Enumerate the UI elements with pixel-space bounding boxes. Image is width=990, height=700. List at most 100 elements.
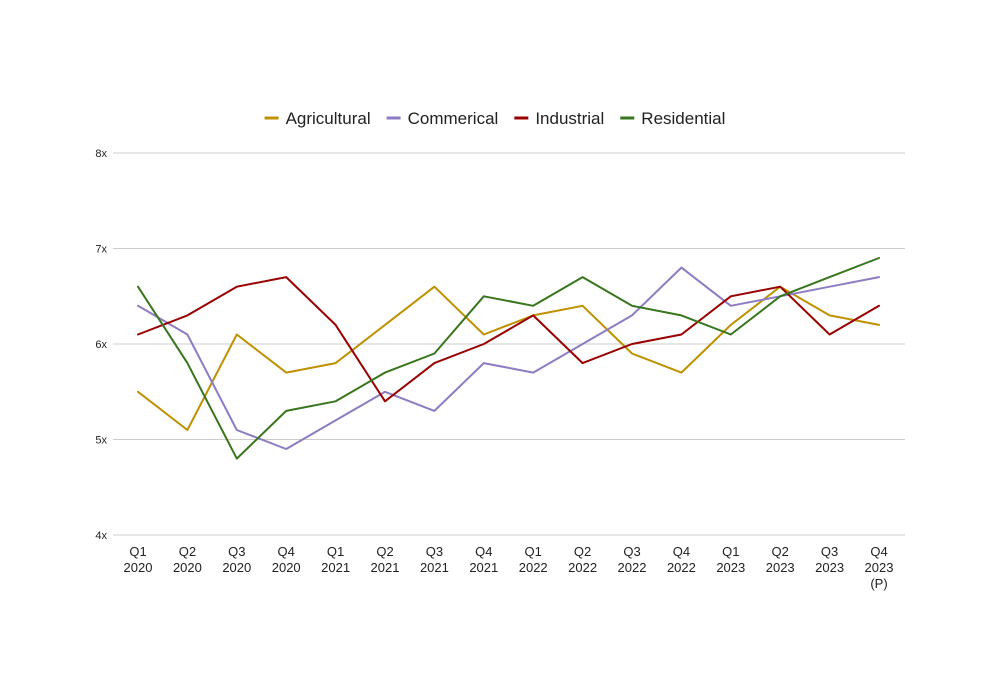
data-point-residential <box>383 371 387 375</box>
data-point-industrial <box>334 323 338 327</box>
data-point-industrial <box>729 294 733 298</box>
data-point-commerical <box>531 371 535 375</box>
data-point-residential <box>235 457 239 461</box>
data-point-agricultural <box>235 332 239 336</box>
x-tick-line: 2022 <box>519 560 548 575</box>
data-point-agricultural <box>334 361 338 365</box>
y-tick-label: 7x <box>95 244 107 256</box>
data-point-industrial <box>482 342 486 346</box>
data-point-commerical <box>136 304 140 308</box>
x-tick-line: 2020 <box>272 560 301 575</box>
x-tick-line: 2023 <box>766 560 795 575</box>
data-point-industrial <box>828 332 832 336</box>
data-point-commerical <box>877 275 881 279</box>
series-line-residential <box>137 257 880 460</box>
x-tick-line: 2021 <box>420 560 449 575</box>
data-point-commerical <box>383 390 387 394</box>
data-point-commerical <box>185 332 189 336</box>
legend-item-agricultural: Agricultural <box>264 109 371 128</box>
x-tick-line: Q2 <box>179 544 196 559</box>
data-point-commerical <box>581 342 585 346</box>
x-tick-line: 2022 <box>568 560 597 575</box>
data-point-industrial <box>679 332 683 336</box>
data-point-commerical <box>828 285 832 289</box>
x-tick-line: Q4 <box>673 544 690 559</box>
data-point-industrial <box>235 285 239 289</box>
data-point-residential <box>778 294 782 298</box>
x-tick-line: 2022 <box>667 560 696 575</box>
x-tick-line: 2020 <box>173 560 202 575</box>
data-point-commerical <box>235 428 239 432</box>
data-point-agricultural <box>828 313 832 317</box>
y-axis-ticks: 4x 5x 6x 7x 8x <box>95 148 107 542</box>
x-tick-line: Q1 <box>129 544 146 559</box>
series-line-agricultural <box>137 285 880 431</box>
data-point-industrial <box>185 313 189 317</box>
data-point-residential <box>630 304 634 308</box>
x-tick-line: 2021 <box>469 560 498 575</box>
y-tick-label: 5x <box>95 435 107 447</box>
data-point-residential <box>531 304 535 308</box>
data-point-commerical <box>482 361 486 365</box>
x-tick-line: Q2 <box>376 544 393 559</box>
x-tick-line: Q2 <box>574 544 591 559</box>
x-tick-line: (P) <box>870 576 887 591</box>
series-line-industrial <box>137 276 880 403</box>
x-tick-line: 2020 <box>124 560 153 575</box>
data-point-industrial <box>284 275 288 279</box>
data-point-industrial <box>581 361 585 365</box>
series-line-commerical <box>137 266 880 450</box>
data-point-residential <box>679 313 683 317</box>
data-point-agricultural <box>284 371 288 375</box>
data-point-agricultural <box>482 332 486 336</box>
x-tick-line: 2021 <box>321 560 350 575</box>
x-tick-line: Q4 <box>870 544 887 559</box>
data-point-agricultural <box>630 352 634 356</box>
data-point-residential <box>334 399 338 403</box>
data-point-commerical <box>679 266 683 270</box>
x-tick-line: Q1 <box>525 544 542 559</box>
x-tick-line: Q4 <box>475 544 492 559</box>
data-point-industrial <box>383 399 387 403</box>
data-point-agricultural <box>136 390 140 394</box>
x-tick-line: Q3 <box>623 544 640 559</box>
x-tick-line: 2023 <box>716 560 745 575</box>
data-point-residential <box>185 361 189 365</box>
data-point-agricultural <box>432 285 436 289</box>
x-tick-line: Q4 <box>278 544 295 559</box>
data-point-industrial <box>136 332 140 336</box>
legend-item-residential: Residential <box>620 109 725 128</box>
legend-item-industrial: Industrial <box>514 109 604 128</box>
data-point-residential <box>828 275 832 279</box>
y-tick-label: 4x <box>95 530 107 542</box>
data-point-commerical <box>334 418 338 422</box>
data-point-commerical <box>729 304 733 308</box>
x-tick-line: 2023 <box>815 560 844 575</box>
data-point-residential <box>581 275 585 279</box>
data-point-commerical <box>432 409 436 413</box>
data-point-residential <box>482 294 486 298</box>
legend-item-commerical: Commerical <box>386 109 498 128</box>
x-axis-ticks: Q12020Q22020Q32020Q42020Q12021Q22021Q320… <box>124 544 894 591</box>
x-tick-line: 2022 <box>618 560 647 575</box>
data-point-agricultural <box>729 323 733 327</box>
data-point-agricultural <box>185 428 189 432</box>
x-tick-line: Q1 <box>722 544 739 559</box>
data-point-residential <box>877 256 881 260</box>
data-point-agricultural <box>581 304 585 308</box>
data-point-residential <box>284 409 288 413</box>
y-tick-label: 6x <box>95 339 107 351</box>
legend-label: Industrial <box>535 109 604 128</box>
x-tick-line: Q3 <box>228 544 245 559</box>
